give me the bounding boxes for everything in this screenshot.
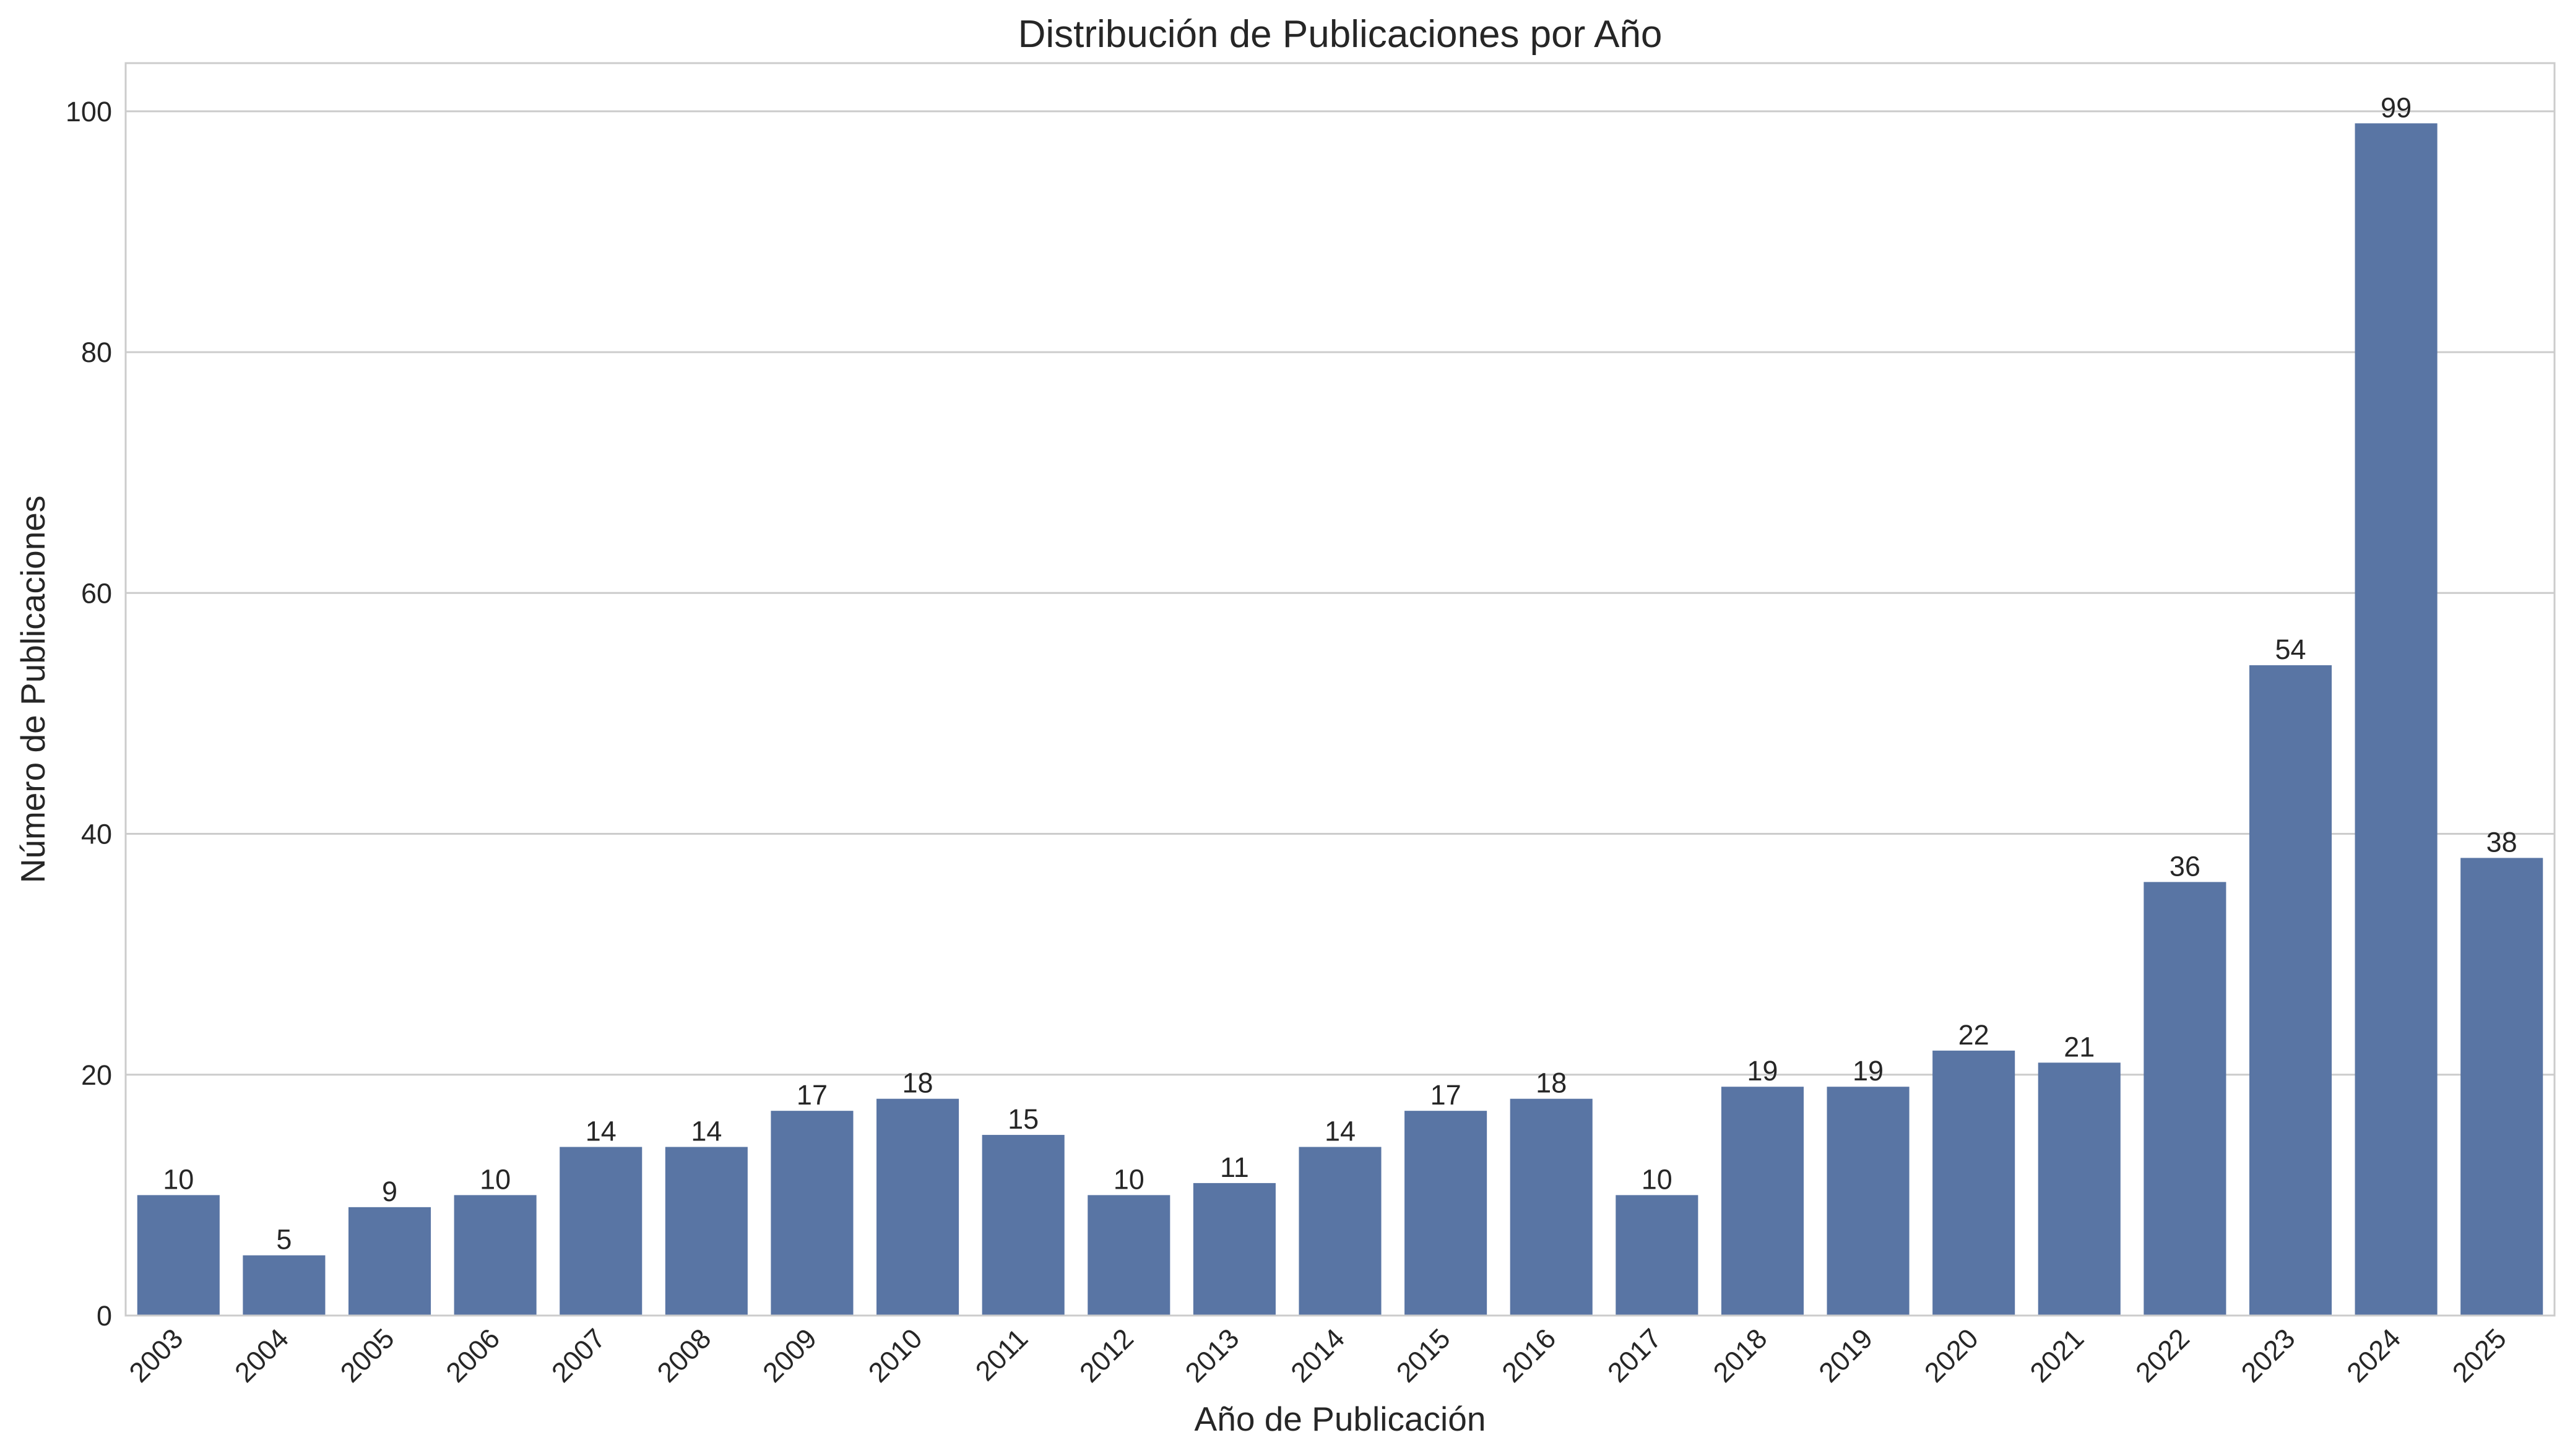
x-tick-label: 2024 xyxy=(2340,1322,2407,1389)
x-tick-label: 2022 xyxy=(2129,1322,2196,1389)
y-tick-label: 80 xyxy=(81,337,112,368)
bar xyxy=(454,1195,537,1316)
bar xyxy=(1827,1087,1910,1316)
x-tick-label: 2007 xyxy=(545,1322,612,1389)
x-axis-label: Año de Publicación xyxy=(1195,1400,1486,1438)
bar xyxy=(137,1195,220,1316)
x-tick-label: 2012 xyxy=(1073,1322,1140,1389)
bar xyxy=(982,1135,1065,1316)
x-tick-label: 2010 xyxy=(862,1322,928,1389)
x-tick-label: 2014 xyxy=(1284,1322,1351,1389)
bar-value-label: 36 xyxy=(2170,850,2200,882)
bar-value-label: 17 xyxy=(797,1079,828,1111)
bar xyxy=(1510,1098,1593,1316)
bar-value-label: 18 xyxy=(902,1067,933,1099)
y-tick-label: 40 xyxy=(81,819,112,850)
bar-value-label: 17 xyxy=(1430,1079,1461,1111)
x-tick-label: 2016 xyxy=(1495,1322,1562,1389)
x-tick-label: 2013 xyxy=(1179,1322,1245,1389)
y-axis-label: Número de Publicaciones xyxy=(14,496,52,884)
x-tick-label: 2021 xyxy=(2023,1322,2090,1389)
bar xyxy=(665,1147,748,1316)
bar-value-label: 9 xyxy=(382,1176,397,1207)
bar xyxy=(1088,1195,1170,1316)
bar xyxy=(1193,1182,1276,1316)
x-tick-label: 2011 xyxy=(969,1322,1034,1387)
bar-value-label: 21 xyxy=(2064,1031,2095,1062)
bar-value-label: 19 xyxy=(1747,1055,1778,1087)
bar-value-label: 54 xyxy=(2275,634,2306,665)
bar-value-label: 5 xyxy=(276,1224,292,1256)
bar xyxy=(2144,882,2226,1316)
bar xyxy=(2460,858,2543,1316)
x-tick-label: 2006 xyxy=(439,1322,506,1389)
y-tick-label: 20 xyxy=(81,1059,112,1091)
bar xyxy=(2355,123,2438,1316)
x-tick-label: 2004 xyxy=(228,1322,295,1389)
bar-value-label: 38 xyxy=(2486,826,2517,858)
bar-value-label: 14 xyxy=(586,1116,617,1147)
bar-value-label: 14 xyxy=(691,1116,722,1147)
bar-value-label: 10 xyxy=(1642,1163,1672,1195)
x-tick-label: 2019 xyxy=(1812,1322,1879,1389)
bar xyxy=(1616,1195,1698,1316)
bar-value-label: 10 xyxy=(1114,1163,1144,1195)
x-tick-label: 2018 xyxy=(1707,1322,1773,1389)
y-tick-label: 0 xyxy=(97,1300,112,1332)
x-tick-label: 2008 xyxy=(651,1322,717,1389)
bar-value-label: 14 xyxy=(1325,1116,1356,1147)
bar xyxy=(1721,1087,1804,1316)
bar xyxy=(1299,1147,1382,1316)
y-tick-label: 100 xyxy=(66,96,112,127)
x-tick-label: 2017 xyxy=(1601,1322,1668,1389)
bar xyxy=(1932,1050,2015,1316)
chart-title: Distribución de Publicaciones por Año xyxy=(1018,13,1663,56)
bar xyxy=(1404,1111,1487,1316)
bar xyxy=(876,1098,959,1316)
x-tick-label: 2023 xyxy=(2235,1322,2301,1389)
bars xyxy=(137,123,2543,1316)
bar-value-label: 18 xyxy=(1536,1067,1567,1099)
bar-value-label: 99 xyxy=(2381,92,2412,123)
bar-value-label: 15 xyxy=(1008,1103,1039,1135)
y-tick-label: 60 xyxy=(81,577,112,609)
x-tick-label: 2009 xyxy=(756,1322,823,1389)
x-tick-label: 2020 xyxy=(1918,1322,1984,1389)
bar-value-label: 11 xyxy=(1220,1152,1249,1183)
bar-value-label: 10 xyxy=(480,1163,511,1195)
x-tick-label: 2025 xyxy=(2446,1322,2512,1389)
x-tick-label: 2005 xyxy=(334,1322,400,1389)
x-axis-ticks: 2003 2004 2005 2006 2007 2008 2009 2010 2011 2012… xyxy=(123,1322,2512,1389)
bar xyxy=(2038,1062,2121,1316)
bar xyxy=(243,1255,326,1316)
x-tick-label: 2003 xyxy=(123,1322,189,1389)
bar-value-labels: 10 5 9 10 14 14 17 18 15 10 11 14 17 18 10 19 19 22 21 36 54… xyxy=(163,92,2517,1255)
x-tick-label: 2015 xyxy=(1390,1322,1456,1389)
bar-value-label: 10 xyxy=(163,1163,194,1195)
bar xyxy=(771,1111,854,1316)
bar xyxy=(2249,665,2332,1316)
bar-value-label: 22 xyxy=(1958,1019,1989,1051)
bar xyxy=(560,1147,642,1316)
plot-frame xyxy=(124,62,2556,1317)
bar xyxy=(348,1207,431,1316)
y-axis-ticks: 0 20 40 60 80 100 xyxy=(66,96,112,1332)
bar-value-label: 19 xyxy=(1853,1055,1884,1087)
